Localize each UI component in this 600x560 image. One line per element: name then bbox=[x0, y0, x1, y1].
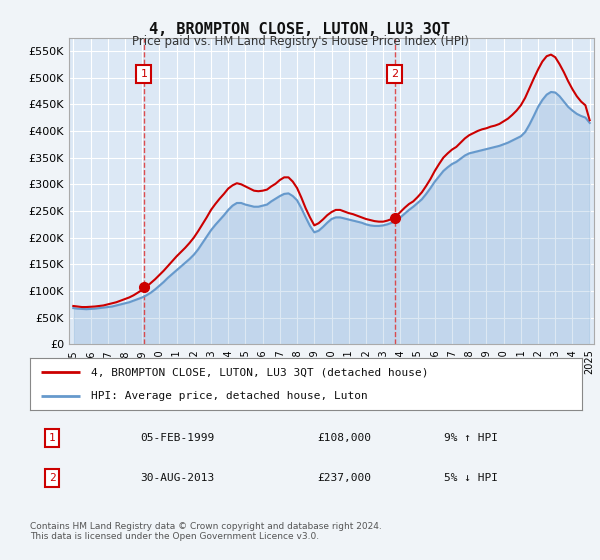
Text: 05-FEB-1999: 05-FEB-1999 bbox=[140, 433, 215, 443]
Text: 5% ↓ HPI: 5% ↓ HPI bbox=[444, 473, 498, 483]
Text: £237,000: £237,000 bbox=[317, 473, 371, 483]
Text: 1: 1 bbox=[49, 433, 55, 443]
Text: 30-AUG-2013: 30-AUG-2013 bbox=[140, 473, 215, 483]
Text: 4, BROMPTON CLOSE, LUTON, LU3 3QT (detached house): 4, BROMPTON CLOSE, LUTON, LU3 3QT (detac… bbox=[91, 367, 428, 377]
Text: £108,000: £108,000 bbox=[317, 433, 371, 443]
Text: 1: 1 bbox=[140, 69, 148, 80]
Text: 2: 2 bbox=[391, 69, 398, 80]
Text: 4, BROMPTON CLOSE, LUTON, LU3 3QT: 4, BROMPTON CLOSE, LUTON, LU3 3QT bbox=[149, 22, 451, 38]
Text: HPI: Average price, detached house, Luton: HPI: Average price, detached house, Luto… bbox=[91, 391, 367, 401]
Text: Price paid vs. HM Land Registry's House Price Index (HPI): Price paid vs. HM Land Registry's House … bbox=[131, 35, 469, 48]
Text: Contains HM Land Registry data © Crown copyright and database right 2024.
This d: Contains HM Land Registry data © Crown c… bbox=[30, 522, 382, 542]
Text: 2: 2 bbox=[49, 473, 55, 483]
Text: 9% ↑ HPI: 9% ↑ HPI bbox=[444, 433, 498, 443]
